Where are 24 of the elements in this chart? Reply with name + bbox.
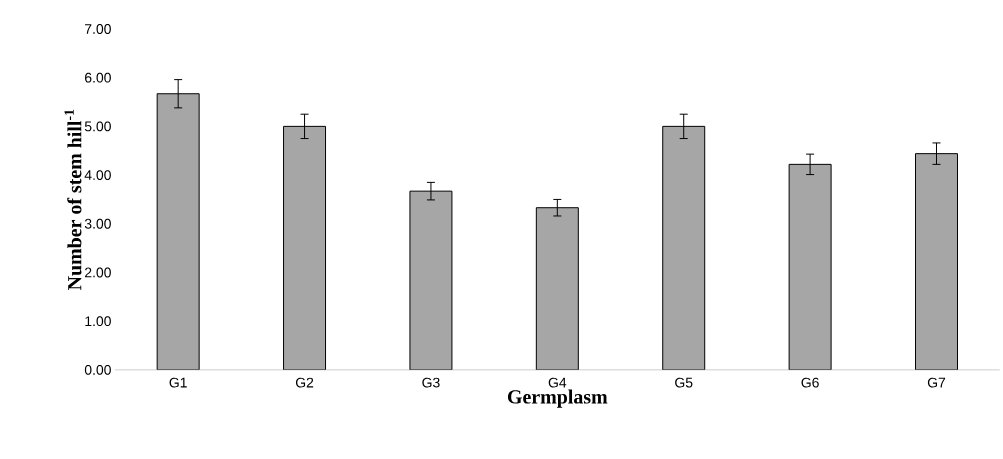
y-tick-label: 4.00 xyxy=(84,170,111,181)
bar xyxy=(662,125,706,370)
x-tick-label: G6 xyxy=(801,377,819,388)
y-tick-label: 5.00 xyxy=(84,121,111,132)
bar xyxy=(156,93,200,370)
x-tick-label: G3 xyxy=(422,377,440,388)
bar xyxy=(409,190,453,370)
x-axis-title: Germplasm xyxy=(507,389,608,408)
x-tick-label: G4 xyxy=(548,377,567,388)
y-tick-label: 2.00 xyxy=(85,267,111,278)
bar xyxy=(788,163,832,370)
bar xyxy=(915,153,958,370)
y-tick-label: 6.00 xyxy=(85,72,111,83)
x-tick-label: G7 xyxy=(927,377,946,388)
y-tick-label: 1.00 xyxy=(85,316,111,327)
y-tick-label: 3.00 xyxy=(84,218,111,229)
x-tick-label: G2 xyxy=(295,377,314,388)
bar xyxy=(283,125,327,370)
bar xyxy=(535,207,579,370)
y-tick-label: 0.00 xyxy=(84,365,111,375)
y-axis-title: Number of stem hill$^{-1}$ xyxy=(64,109,82,291)
x-tick-label: G5 xyxy=(675,377,693,388)
x-tick-label: G1 xyxy=(169,377,187,388)
y-tick-label: 7.00 xyxy=(85,24,111,34)
